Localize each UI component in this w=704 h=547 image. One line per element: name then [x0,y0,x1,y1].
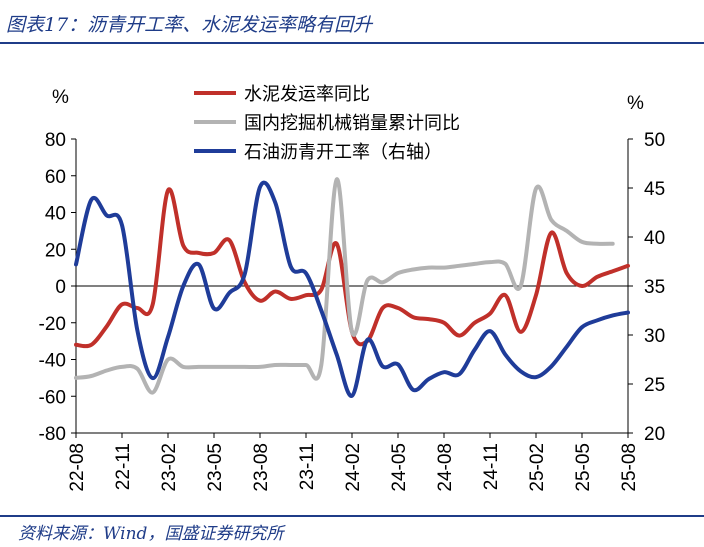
right-tick-label: 40 [644,228,665,249]
left-axis-unit: % [52,87,69,108]
x-tick-label: 25-08 [619,443,640,492]
source-divider [0,515,704,517]
right-tick-label: 30 [644,326,665,347]
x-tick-label: 24-11 [481,443,502,490]
right-tick-label: 35 [644,277,665,298]
x-tick-label: 23-02 [159,443,180,492]
left-tick-label: 60 [45,167,66,188]
series-lines [74,177,630,398]
right-tick-label: 20 [644,424,665,445]
x-tick-label: 25-05 [573,443,594,492]
left-tick-label: -80 [39,424,66,445]
left-tick-label: -40 [39,351,66,372]
x-tick-label: 23-11 [297,443,318,490]
left-tick-label: -20 [39,314,66,335]
legend-label: 国内挖掘机械销量累计同比 [244,113,460,134]
legend-label: 石油沥青开工率（右轴） [244,142,442,163]
right-tick-label: 50 [644,130,665,151]
left-tick-label: 80 [45,130,66,151]
series-line-3 [74,180,630,398]
x-tick-label: 22-11 [113,443,134,490]
left-tick-label: 20 [45,240,66,261]
chart-title: 图表17：沥青开工率、水泥发运率略有回升 [6,14,373,36]
right-tick-label: 45 [644,179,665,200]
x-tick-label: 23-05 [205,443,226,492]
x-tick-label: 24-08 [435,443,456,492]
right-axis-unit: % [627,93,644,114]
x-tick-label: 24-02 [343,443,364,492]
left-tick-label: 40 [45,204,66,225]
x-tick-label: 23-08 [251,443,272,492]
x-tick-label: 25-02 [527,443,548,492]
series-line-2 [74,177,615,395]
axes-group: 80 60 40 20 0 -20 -40 -60 -80 50 45 40 35 30 25 20 22-08… [39,130,666,492]
left-tick-label: 0 [55,277,66,298]
left-tick-label: -60 [39,387,66,408]
x-tick-label: 22-08 [67,443,88,492]
right-tick-label: 25 [644,375,665,396]
legend-label: 水泥发运率同比 [244,84,370,105]
title-divider [0,42,704,44]
x-tick-label: 24-05 [389,443,410,492]
source-note: 资料来源：Wind，国盛证券研究所 [18,524,284,544]
